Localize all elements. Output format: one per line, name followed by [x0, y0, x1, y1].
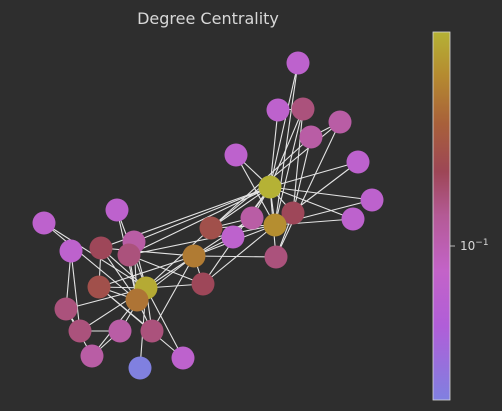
node-32	[263, 213, 287, 237]
edge-20-32	[235, 154, 276, 226]
node-15	[360, 188, 384, 212]
edge-2-27	[193, 255, 277, 258]
node-16	[59, 239, 83, 263]
node-5	[68, 319, 92, 343]
node-1	[125, 288, 149, 312]
edge-29-32	[274, 108, 304, 226]
chart-title: Degree Centrality	[137, 9, 279, 28]
node-28	[240, 206, 264, 230]
node-6	[54, 297, 78, 321]
node-11	[128, 356, 152, 380]
edge-0-12	[145, 287, 184, 359]
tick-base: 10	[460, 239, 475, 253]
edge-14-32	[274, 218, 354, 226]
node-17	[32, 211, 56, 235]
node-18	[346, 150, 370, 174]
node-33	[258, 175, 282, 199]
node-26	[266, 98, 290, 122]
edge-29-33	[269, 108, 304, 188]
node-21	[105, 198, 129, 222]
edge-8-30	[128, 254, 204, 285]
node-25	[299, 125, 323, 149]
node-29	[291, 97, 315, 121]
edge-1-17	[43, 222, 138, 301]
node-27	[264, 245, 288, 269]
node-30	[117, 243, 141, 267]
edge-24-27	[275, 121, 341, 258]
edge-19-33	[133, 186, 271, 243]
node-20	[224, 143, 248, 167]
node-24	[328, 110, 352, 134]
edge-30-33	[128, 186, 271, 256]
node-3	[87, 275, 111, 299]
edge-26-33	[269, 109, 279, 188]
edge-8-32	[202, 224, 276, 285]
tick-exponent: −1	[475, 238, 488, 248]
node-12	[171, 346, 195, 370]
edge-2-3	[98, 255, 195, 288]
node-10	[108, 319, 132, 343]
colorbar-frame	[432, 31, 451, 401]
edge-30-32	[128, 224, 276, 256]
edge-14-33	[269, 186, 354, 220]
colorbar: 10−1	[432, 31, 489, 401]
edge-3-12	[98, 286, 184, 359]
node-8	[191, 272, 215, 296]
edge-31-33	[210, 186, 271, 229]
edge-5-16	[70, 250, 81, 332]
colorbar-gradient	[433, 32, 450, 400]
node-14	[341, 207, 365, 231]
colorbar-tick-label: 10−1	[460, 238, 489, 253]
edge-22-33	[269, 62, 299, 188]
edge-23-29	[292, 108, 304, 214]
node-9	[221, 225, 245, 249]
node-22	[286, 51, 310, 75]
edges-layer	[43, 62, 373, 369]
node-7	[140, 319, 164, 343]
edge-22-32	[274, 62, 299, 226]
node-23	[281, 201, 305, 225]
edge-23-25	[292, 136, 312, 214]
edge-15-33	[269, 186, 373, 201]
edge-0-31	[145, 227, 212, 289]
edge-2-7	[151, 255, 195, 332]
nodes-layer	[32, 51, 384, 380]
node-13	[89, 236, 113, 260]
node-2	[182, 244, 206, 268]
edge-2-13	[100, 247, 195, 257]
node-4	[80, 344, 104, 368]
node-31	[199, 216, 223, 240]
